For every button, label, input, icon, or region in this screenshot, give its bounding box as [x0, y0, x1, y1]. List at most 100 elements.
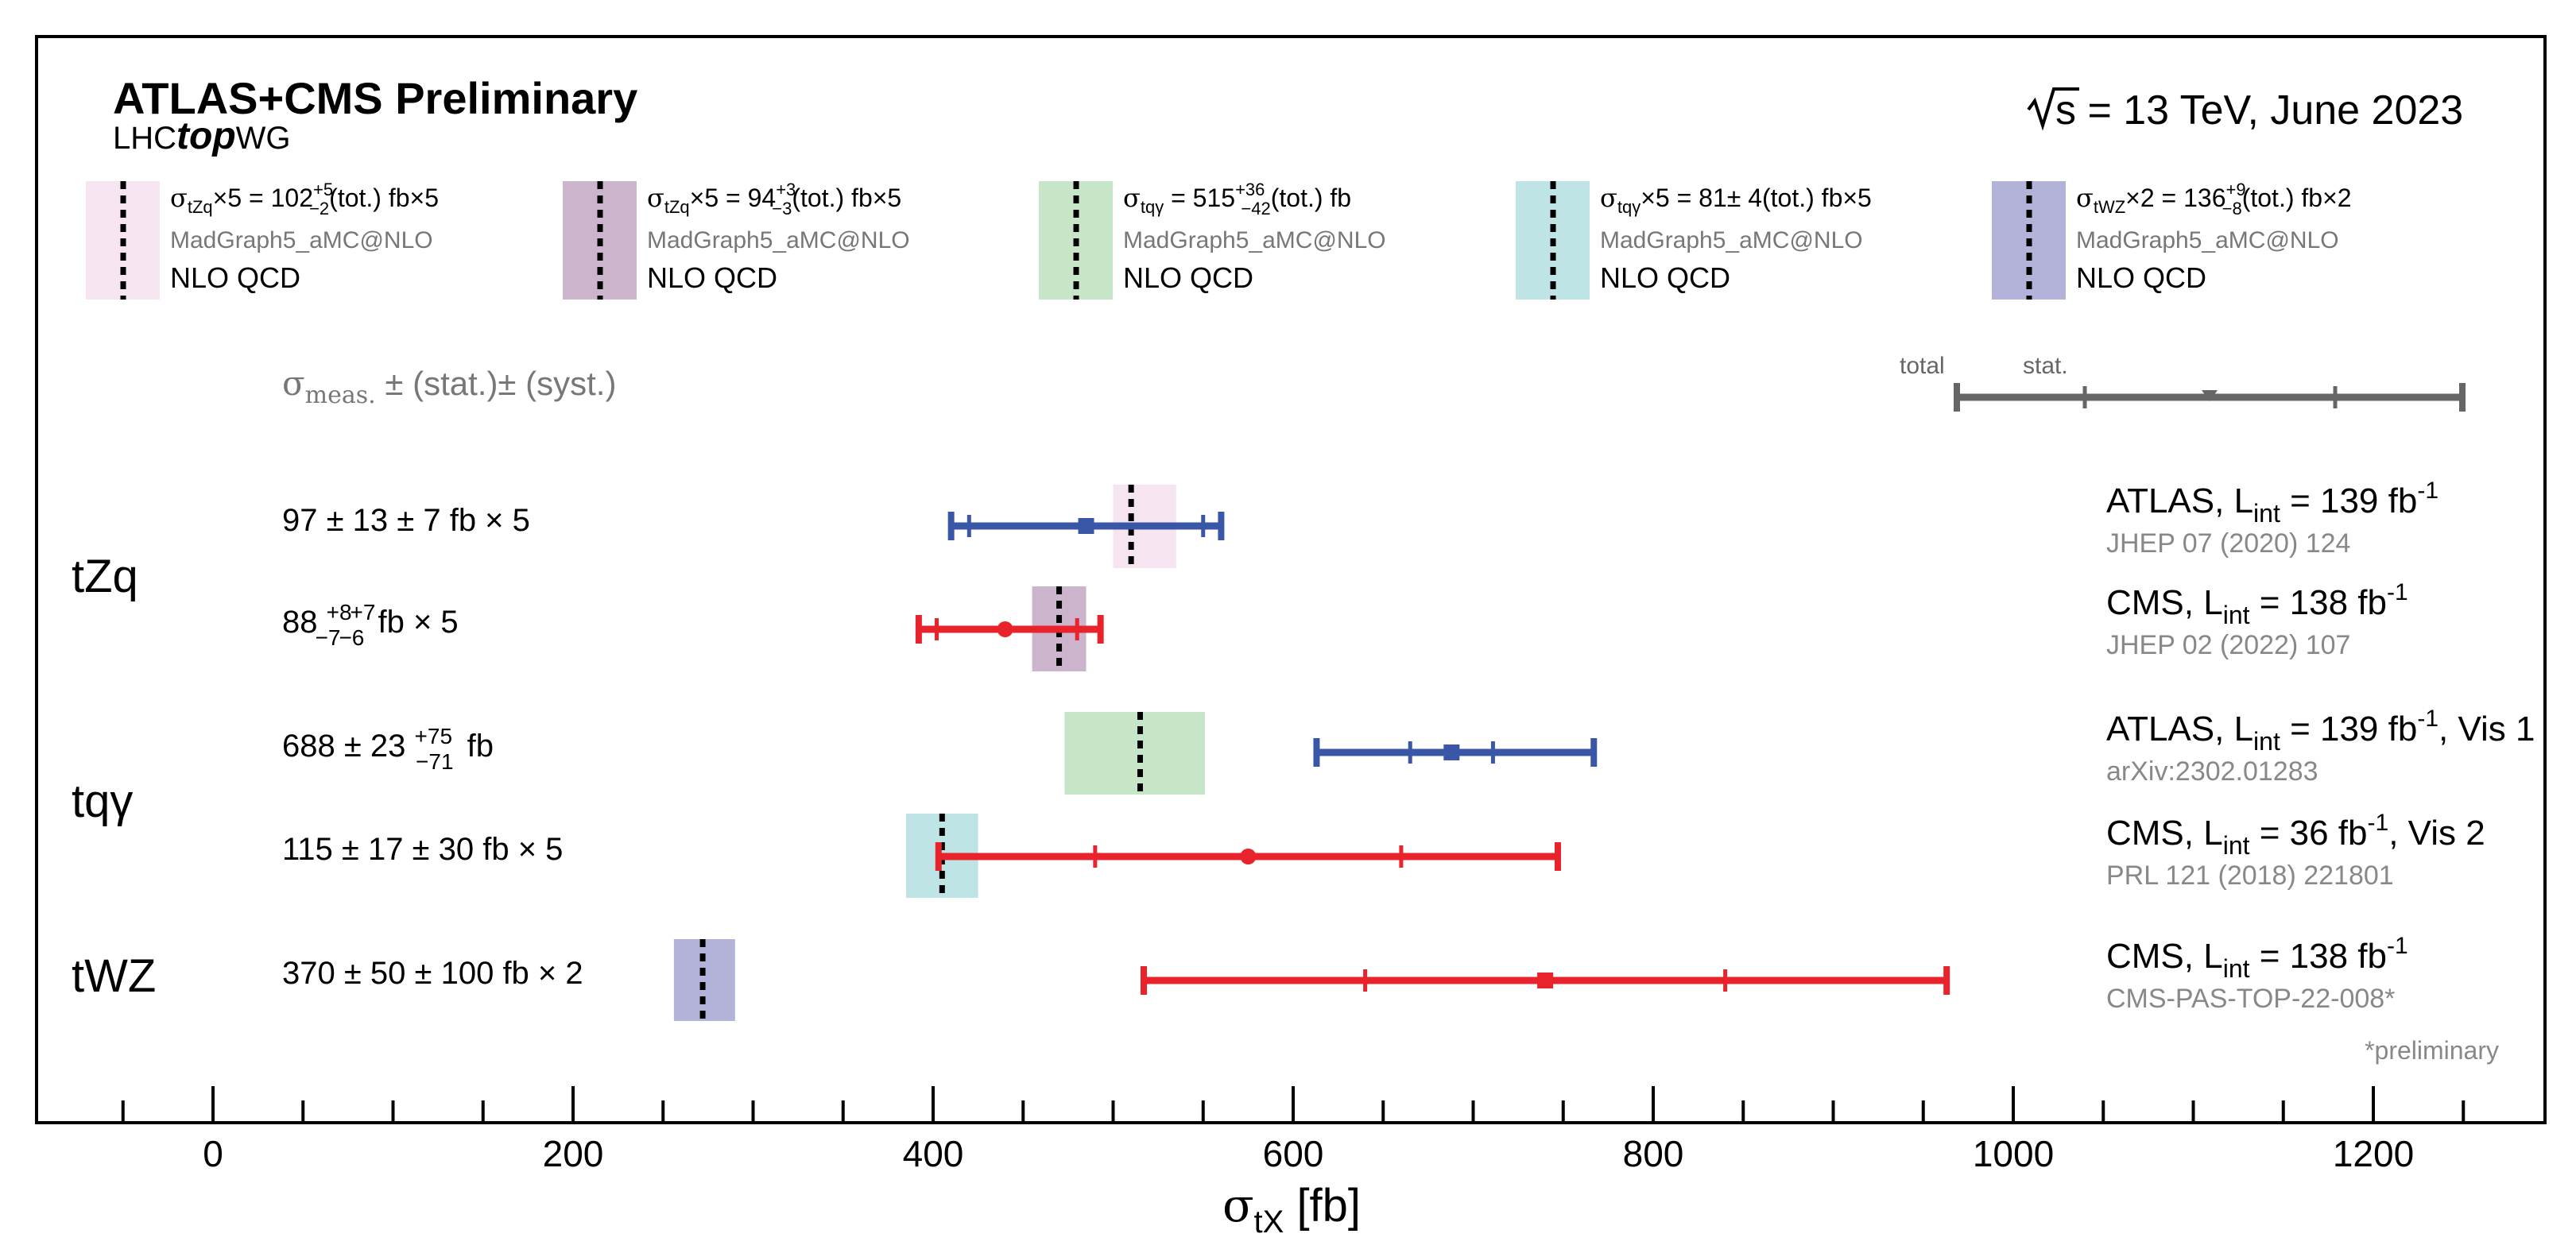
experiment-label-post: , Vis 2	[2388, 814, 2485, 853]
measurement-label-sup1: +8	[327, 600, 352, 625]
energy-s: s	[2055, 87, 2076, 133]
measurement-label-main: 88	[282, 605, 318, 640]
prediction-band-twz_cms	[673, 939, 735, 1021]
legend-formula-lhs: ×5 = 81± 4(tot.) fb×5	[1641, 184, 1872, 212]
experiment-label-tqg_cms: CMS, Lint = 36 fb-1, Vis 2	[2106, 810, 2485, 860]
plot-frame	[35, 35, 2547, 1124]
experiment-label-tqg_atlas: ATLAS, Lint = 139 fb-1, Vis 1	[2106, 706, 2535, 756]
experiment-label-sub: int	[2223, 601, 2250, 629]
legend-row-label: σmeas. ± (stat.)± (syst.)	[282, 364, 616, 409]
measurement-label-sub1: −71	[416, 749, 454, 774]
subtitle-post: WG	[236, 121, 291, 156]
experiment-label-sup: -1	[2387, 933, 2408, 959]
legend-formula-sub: tZq	[664, 197, 690, 217]
measurement-label-gap	[405, 729, 414, 764]
measurement-label-tzq_atlas: 97 ± 13 ± 7 fb × 5	[282, 503, 530, 538]
legend-formula-lhs: ×5 = 94	[690, 184, 777, 212]
legend-marker	[2202, 390, 2218, 401]
experiment-label-tzq_cms: CMS, Lint = 138 fb-1	[2106, 579, 2408, 629]
legend-formula-tzq_atlas: σtZq×5 = 102+5 −2(tot.) fb×5	[170, 180, 439, 219]
legend-formula-tzq_cms: σtZq×5 = 94+3 −3(tot.) fb×5	[647, 180, 901, 219]
legend-generator-tzq_atlas: MadGraph5_aMC@NLO	[170, 227, 433, 253]
xlabel-sigma: σ	[1222, 1178, 1254, 1232]
x-tick-label: 0	[203, 1133, 223, 1174]
measurement-label-main: 370 ± 50 ± 100 fb × 2	[282, 956, 583, 991]
x-tick-label: 200	[543, 1133, 604, 1174]
measurement-label-main: 115 ± 17 ± 30 fb × 5	[282, 832, 563, 867]
experiment-label-pre: ATLAS, L	[2106, 481, 2253, 520]
legend-row-sigma: σ	[282, 364, 305, 403]
legend-formula-rhs: (tot.) fb×5	[792, 184, 901, 212]
experiment-label-sub: int	[2253, 727, 2280, 756]
experiment-label-sub: int	[2223, 954, 2250, 983]
measurement-label-sup2: +7	[351, 600, 376, 625]
experiment-label-mid: = 138 fb	[2250, 937, 2387, 976]
marker-tzq_atlas	[1078, 518, 1094, 534]
chart-title: ATLAS+CMS Preliminary	[113, 73, 637, 123]
legend-formula-sub: tqγ	[1141, 197, 1164, 217]
measurement-labels: 97 ± 13 ± 7 fb × 5 88 +8 −7 +7 −6 fb × 5 688 …	[282, 503, 583, 991]
legend-order-tzq_atlas: NLO QCD	[170, 261, 300, 294]
energy-rest: = 13 TeV, June 2023	[2076, 87, 2463, 133]
experiment-label-post: , Vis 1	[2438, 710, 2535, 748]
experiment-label-pre: CMS, L	[2106, 583, 2223, 622]
legend-total-label: total	[1900, 353, 1945, 379]
measurement-label-post: fb	[459, 729, 494, 764]
sqrt-symbol	[2027, 87, 2079, 131]
experiment-label-sub: int	[2223, 831, 2250, 860]
legend-formula-sup: +9	[2226, 180, 2246, 199]
legend-formula-subs: −42	[1241, 199, 1270, 219]
legend-order-twz_cms: NLO QCD	[2076, 261, 2206, 294]
reference-twz_cms: CMS-PAS-TOP-22-008*	[2106, 984, 2395, 1014]
experiment-label-sub: int	[2253, 499, 2280, 528]
measurement-label-tqg_atlas: 688 ± 23 +75 −71 fb	[282, 724, 494, 774]
legend-formula-lhs: = 515	[1164, 184, 1235, 212]
legend-order-tzq_cms: NLO QCD	[647, 261, 777, 294]
legend-formula-sub: tWZ	[2094, 197, 2125, 217]
legend-formula-sup: +36	[1235, 180, 1265, 199]
experiment-label-sup: -1	[2417, 706, 2438, 732]
legend-generator-tqg_cms: MadGraph5_aMC@NLO	[1600, 227, 1863, 253]
legend-row-sub: meas.	[305, 381, 376, 409]
legend-formula-lhs: ×5 = 102	[213, 184, 313, 212]
chart-subtitle: LHCtopWG	[113, 115, 291, 157]
xlabel-sub: tX	[1254, 1205, 1284, 1239]
reference-tzq_cms: JHEP 02 (2022) 107	[2106, 630, 2350, 660]
group-labels: tZq tqγ tWZ	[72, 551, 156, 1002]
legend-generator-tqg_atlas: MadGraph5_aMC@NLO	[1123, 227, 1386, 253]
legend-formula-sigma: σ	[1600, 183, 1617, 213]
legend-row-text: ± (stat.)± (syst.)	[376, 365, 617, 402]
x-tick-label: 400	[903, 1133, 964, 1174]
legend-formula-rhs: (tot.) fb×5	[329, 184, 439, 212]
measurement-label-sup1: +75	[415, 724, 453, 748]
legend-formula-tqg_cms: σtqγ×5 = 81± 4(tot.) fb×5	[1600, 183, 1872, 217]
x-axis: 0 200 400 600 800 1000 1200	[121, 1086, 2466, 1174]
legend-formula-sup: +5	[313, 180, 333, 199]
experiment-label-tzq_atlas: ATLAS, Lint = 139 fb-1	[2106, 478, 2438, 528]
marker-tzq_cms	[997, 621, 1013, 637]
legend-formula-sigma: σ	[170, 183, 188, 213]
subtitle-top: top	[176, 115, 236, 157]
experiment-label-twz_cms: CMS, Lint = 138 fb-1	[2106, 933, 2408, 983]
footnote: *preliminary	[2365, 1036, 2499, 1065]
legend-formula-subs: −3	[772, 199, 792, 219]
legend-formula-tqg_atlas: σtqγ = 515+36 −42(tot.) fb	[1123, 180, 1351, 219]
marker-tqg_atlas	[1443, 744, 1460, 760]
group-label: tZq	[72, 551, 138, 602]
prediction-legend: σtZq×5 = 102+5 −2(tot.) fb×5 MadGraph5_aMC…	[86, 180, 2352, 300]
experiment-label-mid: = 36 fb	[2250, 814, 2368, 853]
experiment-label-pre: ATLAS, L	[2106, 710, 2253, 748]
legend-formula-sub: tqγ	[1617, 197, 1641, 217]
measurements	[915, 512, 1950, 995]
experiment-label-sup: -1	[2417, 478, 2438, 504]
legend-formula-rhs: (tot.) fb×2	[2242, 184, 2352, 212]
experiment-label-pre: CMS, L	[2106, 937, 2223, 976]
legend-formula-lhs: ×2 = 136	[2125, 184, 2225, 212]
legend-formula-twz_cms: σtWZ×2 = 136+9 −8(tot.) fb×2	[2076, 180, 2352, 219]
measurement-label-sub2: −6	[339, 625, 364, 650]
reference-tqg_atlas: arXiv:2302.01283	[2106, 756, 2318, 787]
measurement-label-post: fb × 5	[369, 605, 458, 640]
